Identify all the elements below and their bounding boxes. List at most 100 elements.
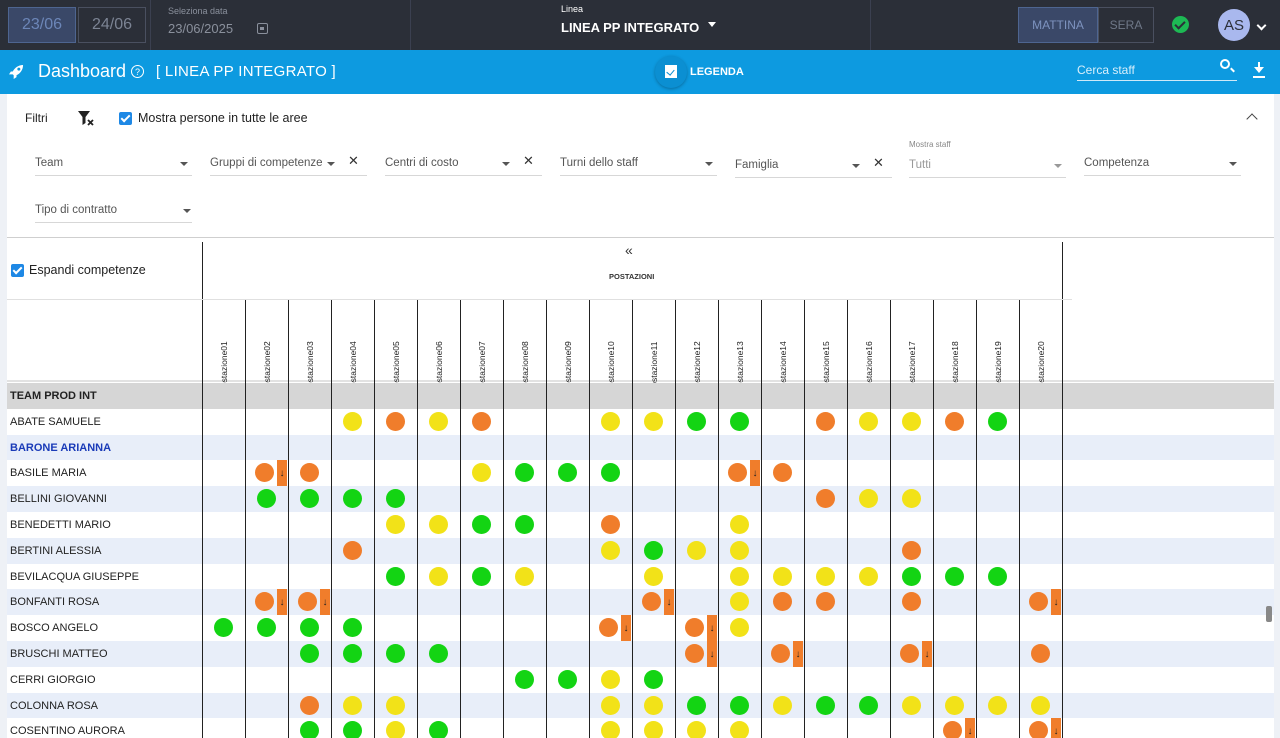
skill-status-dot[interactable] — [816, 566, 835, 586]
staff-shifts-select[interactable]: Turni dello staff — [560, 148, 717, 176]
arrow-down-icon[interactable]: ↓ — [1051, 589, 1061, 616]
skill-status-dot[interactable] — [386, 489, 405, 509]
staff-name[interactable]: BRUSCHI MATTEO — [10, 648, 108, 660]
staff-name[interactable]: BONFANTI ROSA — [10, 596, 100, 609]
skill-status-dot[interactable] — [816, 695, 835, 715]
skill-status-dot[interactable] — [859, 566, 878, 586]
close-icon[interactable]: ✕ — [873, 155, 884, 170]
skill-status-dot[interactable] — [300, 695, 319, 715]
arrow-down-icon[interactable]: ↓ — [277, 460, 287, 487]
chevron-down-icon[interactable] — [1256, 20, 1267, 31]
staff-name[interactable]: BARONE ARIANNA — [10, 441, 112, 454]
staff-name[interactable]: BELLINI GIOVANNI — [10, 493, 107, 506]
vertical-scrollbar[interactable] — [1266, 606, 1272, 622]
staff-name[interactable]: CERRI GIORGIO — [10, 673, 96, 686]
skill-status-dot[interactable] — [386, 644, 405, 663]
arrow-down-icon[interactable]: ↓ — [621, 615, 631, 642]
skill-status-dot[interactable] — [945, 695, 964, 715]
skill-status-dot[interactable] — [1031, 644, 1050, 663]
skill-status-dot[interactable] — [300, 463, 319, 483]
skill-status-dot[interactable] — [255, 463, 274, 483]
skill-status-dot[interactable] — [773, 463, 792, 483]
date-next-button[interactable]: 24/06 — [78, 7, 146, 43]
filter-clear-icon[interactable] — [77, 109, 95, 127]
collapse-columns-icon[interactable]: « — [625, 242, 633, 258]
arrow-down-icon[interactable]: ↓ — [664, 589, 674, 616]
skill-status-dot[interactable] — [687, 540, 706, 560]
search-staff-input[interactable] — [1077, 59, 1237, 81]
skill-status-dot[interactable] — [429, 644, 448, 663]
skill-select[interactable]: Competenza — [1084, 148, 1241, 176]
arrow-down-icon[interactable]: ↓ — [922, 641, 932, 667]
skill-status-dot[interactable] — [644, 566, 663, 586]
skill-status-dot[interactable] — [644, 411, 663, 431]
skill-status-dot[interactable] — [472, 411, 491, 431]
skill-status-dot[interactable] — [601, 515, 620, 534]
legend-label[interactable]: LEGENDA — [690, 66, 744, 78]
help-icon[interactable]: ? — [131, 65, 144, 78]
skill-status-dot[interactable] — [773, 695, 792, 715]
skill-status-dot[interactable] — [257, 618, 276, 638]
skill-status-dot[interactable] — [816, 411, 835, 431]
skill-status-dot[interactable] — [472, 463, 491, 483]
skill-status-dot[interactable] — [728, 463, 747, 483]
staff-name[interactable]: BOSCO ANGELO — [10, 622, 99, 635]
chevron-down-icon[interactable] — [708, 22, 716, 27]
skill-status-dot[interactable] — [644, 695, 663, 715]
shift-morning-button[interactable]: MATTINA — [1018, 7, 1098, 43]
skill-groups-select[interactable]: Gruppi di competenze ✕ — [210, 148, 367, 176]
skill-status-dot[interactable] — [730, 515, 749, 534]
expand-skills-checkbox[interactable] — [11, 264, 24, 277]
staff-name[interactable]: COSENTINO AURORA — [10, 725, 125, 738]
staff-name[interactable]: BEVILACQUA GIUSEPPE — [10, 570, 139, 583]
skill-status-dot[interactable] — [601, 669, 620, 689]
search-icon[interactable] — [1220, 59, 1230, 69]
skill-status-dot[interactable] — [945, 411, 964, 431]
staff-name[interactable]: BERTINI ALESSIA — [10, 544, 102, 557]
skill-status-dot[interactable] — [343, 644, 362, 663]
cost-centers-select[interactable]: Centri di costo ✕ — [385, 148, 542, 176]
skill-status-dot[interactable] — [687, 695, 706, 715]
linea-select[interactable]: LINEA PP INTEGRATO — [561, 20, 700, 35]
skill-status-dot[interactable] — [214, 618, 233, 638]
skill-status-dot[interactable] — [298, 592, 317, 612]
skill-status-dot[interactable] — [300, 721, 319, 738]
skill-status-dot[interactable] — [685, 644, 704, 663]
arrow-down-icon[interactable]: ↓ — [320, 589, 330, 616]
skill-status-dot[interactable] — [988, 695, 1007, 715]
show-staff-select[interactable]: Mostra staff Tutti — [909, 140, 1066, 178]
skill-status-dot[interactable] — [429, 721, 448, 738]
staff-name[interactable]: COLONNA ROSA — [10, 699, 99, 712]
legend-button[interactable] — [655, 56, 687, 88]
skill-status-dot[interactable] — [599, 618, 618, 638]
contract-type-select[interactable]: Tipo di contratto — [35, 195, 192, 223]
skill-status-dot[interactable] — [601, 695, 620, 715]
arrow-down-icon[interactable]: ↓ — [793, 641, 803, 667]
skill-status-dot[interactable] — [558, 669, 577, 689]
skill-status-dot[interactable] — [343, 489, 362, 509]
skill-status-dot[interactable] — [773, 592, 792, 612]
skill-status-dot[interactable] — [515, 669, 534, 689]
show-all-checkbox[interactable] — [119, 112, 132, 125]
arrow-down-icon[interactable]: ↓ — [750, 460, 760, 487]
skill-status-dot[interactable] — [343, 695, 362, 715]
skill-status-dot[interactable] — [1029, 721, 1048, 738]
skill-status-dot[interactable] — [859, 695, 878, 715]
skill-status-dot[interactable] — [343, 540, 362, 560]
skill-status-dot[interactable] — [300, 489, 319, 509]
skill-status-dot[interactable] — [730, 540, 749, 560]
skill-status-dot[interactable] — [601, 463, 620, 483]
skill-status-dot[interactable] — [429, 515, 448, 534]
skill-status-dot[interactable] — [988, 411, 1007, 431]
skill-status-dot[interactable] — [1031, 695, 1050, 715]
skill-status-dot[interactable] — [687, 721, 706, 738]
close-icon[interactable]: ✕ — [523, 153, 534, 168]
skill-status-dot[interactable] — [644, 721, 663, 738]
skill-status-dot[interactable] — [902, 411, 921, 431]
skill-status-dot[interactable] — [644, 669, 663, 689]
download-icon[interactable] — [1252, 62, 1266, 78]
date-prev-button[interactable]: 23/06 — [8, 7, 76, 43]
skill-status-dot[interactable] — [902, 566, 921, 586]
skill-status-dot[interactable] — [601, 411, 620, 431]
calendar-icon[interactable] — [257, 23, 268, 34]
